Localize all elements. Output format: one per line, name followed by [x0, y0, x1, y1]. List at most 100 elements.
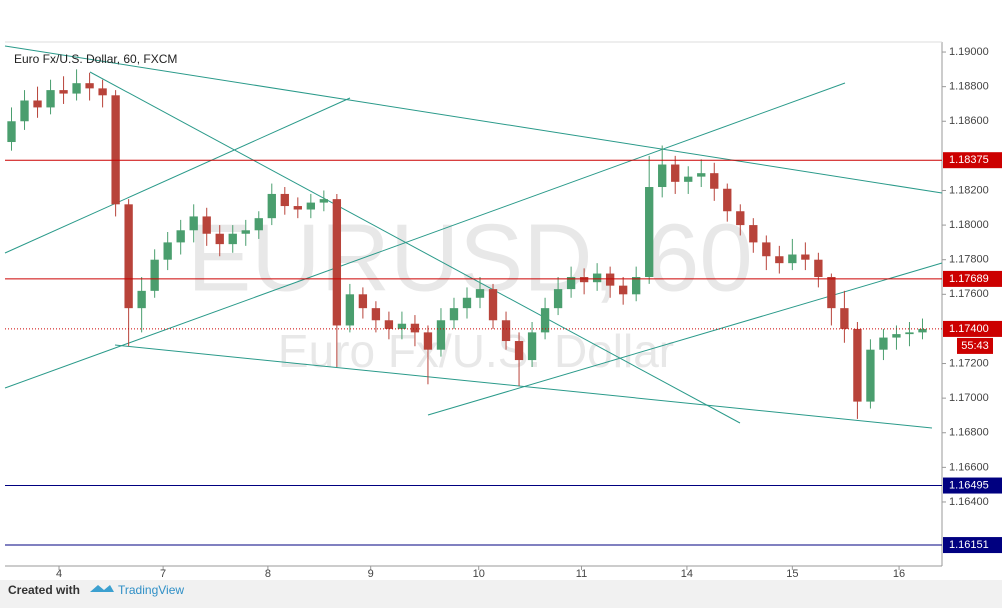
- candle-body: [514, 341, 524, 361]
- candle-body: [840, 308, 849, 329]
- trend-line: [4, 82, 846, 389]
- candle-body: [98, 88, 107, 96]
- candle-body: [736, 211, 745, 226]
- candle-body: [866, 349, 875, 402]
- level-label-box: [943, 152, 1002, 169]
- candle-body: [20, 100, 29, 122]
- x-tick-label: 10: [473, 568, 485, 580]
- candle-body: [788, 254, 797, 264]
- x-tick-label: 4: [56, 568, 62, 580]
- candle-body: [553, 289, 563, 309]
- candle-body: [710, 173, 719, 189]
- brand-logo: [90, 585, 114, 592]
- candle-body: [150, 259, 159, 291]
- level-label: 1.18375: [949, 154, 989, 166]
- candle-body: [124, 204, 133, 309]
- candle-body: [384, 320, 394, 329]
- level-label: 1.16495: [949, 479, 989, 491]
- candle-body: [176, 230, 185, 243]
- candle-body: [332, 199, 342, 326]
- candle-body: [527, 332, 537, 361]
- watermark: EURUSD, 60: [187, 204, 753, 311]
- trend-line: [89, 71, 741, 424]
- candle-body: [645, 187, 654, 278]
- candle-body: [879, 337, 888, 350]
- level-label: 1.17689: [949, 273, 989, 285]
- candle-body: [566, 277, 576, 290]
- candle-body: [358, 294, 368, 309]
- candle-body: [697, 173, 706, 177]
- candle-body: [33, 100, 42, 108]
- candle-body: [618, 285, 628, 295]
- candle-body: [280, 193, 289, 207]
- trend-line: [4, 97, 351, 254]
- candle-body: [306, 202, 315, 210]
- candle-body: [267, 193, 276, 219]
- candle-body: [423, 332, 433, 350]
- y-tick-label: 1.18000: [949, 219, 989, 231]
- trend-lines: [4, 45, 943, 429]
- candle-body: [319, 199, 329, 203]
- candle-body: [462, 297, 472, 309]
- candle-body: [749, 225, 758, 243]
- y-tick-label: 1.17800: [949, 254, 989, 266]
- countdown-label: 55:43: [961, 340, 989, 352]
- candle-body: [241, 230, 250, 234]
- candle-body: [189, 216, 198, 231]
- countdown-box: [957, 337, 993, 354]
- x-tick-label: 14: [681, 568, 693, 580]
- footer-prefix: Created with: [8, 583, 80, 597]
- candle-body: [918, 328, 927, 333]
- candle-body: [228, 233, 237, 245]
- candle-body: [579, 277, 589, 283]
- x-tick-label: 11: [576, 568, 587, 580]
- candle-body: [293, 206, 302, 210]
- candle-body: [397, 323, 407, 329]
- y-tick-label: 1.17000: [949, 392, 989, 404]
- last-price-label: 1.17400: [949, 323, 989, 335]
- y-tick-label: 1.16400: [949, 496, 989, 508]
- candle-body: [501, 320, 511, 342]
- candle-body: [163, 242, 172, 260]
- candle-body: [137, 290, 146, 309]
- candle-body: [827, 277, 836, 309]
- chart-title: Euro Fx/U.S. Dollar, 60, FXCM: [14, 52, 177, 66]
- candle-body: [85, 83, 94, 89]
- y-tick-label: 1.19000: [949, 46, 989, 58]
- candle-body: [671, 164, 680, 182]
- candle-body: [892, 334, 901, 338]
- candle-body: [111, 95, 120, 205]
- candle-body: [488, 289, 498, 321]
- x-tick-label: 9: [368, 568, 374, 580]
- y-tick-label: 1.17600: [949, 288, 989, 300]
- candle-body: [59, 90, 68, 94]
- last-price-box: [943, 320, 1002, 337]
- y-tick-label: 1.16800: [949, 427, 989, 439]
- candle-body: [540, 308, 550, 333]
- candle-body: [814, 259, 823, 278]
- candle-body: [801, 254, 810, 260]
- level-label-box: [943, 270, 1002, 287]
- y-tick-label: 1.18200: [949, 184, 989, 196]
- trend-line: [114, 344, 933, 429]
- x-tick-label: 7: [160, 568, 166, 580]
- footer-bar: [0, 580, 1002, 608]
- level-label-box: [943, 477, 1002, 494]
- candle-body: [345, 294, 355, 326]
- x-tick-label: 15: [786, 568, 798, 580]
- candle-body: [658, 164, 667, 188]
- level-label: 1.16151: [949, 539, 989, 551]
- candle-body: [762, 242, 771, 257]
- candle-body: [7, 121, 16, 143]
- x-tick-label: 8: [265, 568, 271, 580]
- candle-body: [475, 289, 485, 298]
- candle-body: [46, 90, 55, 108]
- trend-line: [427, 262, 943, 416]
- y-tick-label: 1.17200: [949, 357, 989, 369]
- trend-line: [4, 45, 943, 194]
- candle-body: [632, 277, 641, 295]
- candle-body: [605, 273, 615, 286]
- footer-brand[interactable]: TradingView: [118, 583, 184, 597]
- candle-body: [410, 323, 420, 333]
